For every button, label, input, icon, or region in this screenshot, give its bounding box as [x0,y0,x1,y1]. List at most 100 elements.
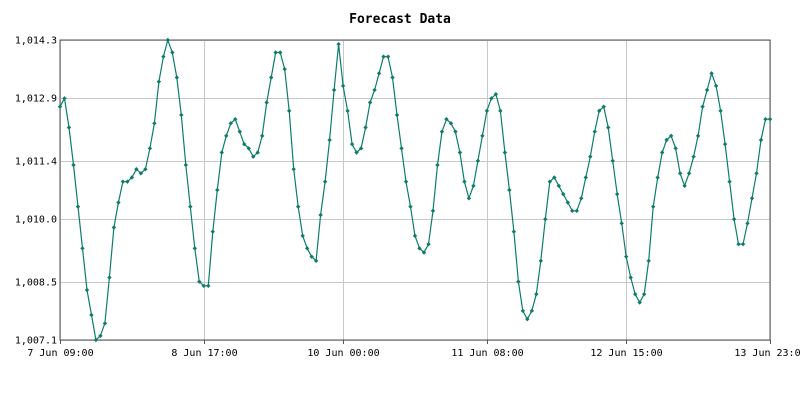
data-point [547,179,553,184]
data-point [664,137,669,143]
data-point [718,108,723,114]
data-point [138,171,144,176]
data-point [767,116,773,122]
data-point [156,79,162,84]
data-point [592,129,597,134]
data-point [399,146,404,151]
data-point [439,129,445,134]
data-point [188,204,193,209]
data-point [331,87,337,93]
data-point [597,108,602,114]
chart-title: Forecast Data [349,12,451,27]
data-point [381,54,386,59]
data-point [224,133,229,139]
data-point [80,246,85,251]
data-point [525,316,530,322]
data-point [62,96,67,101]
data-point [349,141,355,147]
data-point [480,133,485,139]
axes: 1,007.1 1,008.5 1,010.0 1,011.4 1,012.9 1,014… [15,36,800,360]
data-point [641,291,647,297]
data-point [147,146,153,151]
data-point [655,175,660,180]
data-point [57,104,63,109]
y-tick-label: 1,014.3 [15,36,57,47]
data-point [120,179,126,184]
data-point [606,125,611,130]
data-point [489,96,494,101]
data-point [255,150,260,155]
data-point [426,241,431,247]
data-point [206,283,211,289]
data-point [520,308,526,314]
data-point [98,333,103,339]
data-point [484,108,490,114]
data-point [686,171,692,176]
data-point [628,275,633,280]
data-point [237,129,242,134]
data-point [367,100,373,105]
data-point [588,154,593,159]
data-point [322,179,328,184]
data-point [358,146,364,151]
data-point [246,146,251,151]
data-point [695,133,701,139]
data-point [650,204,656,209]
series [57,37,773,343]
x-tick-label: 13 Jun 23:00 [734,348,800,359]
data-point [579,196,584,201]
data-point [277,50,283,55]
data-point [161,54,166,59]
data-point [740,241,746,247]
data-point [466,196,472,201]
data-point [610,158,615,164]
data-point [304,246,310,251]
data-point [111,225,117,230]
data-point [66,125,72,130]
data-point [336,41,341,47]
data-point [448,121,454,126]
data-point [727,179,732,184]
data-point [318,212,323,218]
x-tick-label: 12 Jun 15:00 [590,348,662,359]
data-point [286,108,292,114]
data-point [385,54,391,59]
data-point [354,150,359,155]
data-point [215,187,220,193]
data-point [412,233,418,239]
data-point [637,300,642,305]
data-point [408,204,413,209]
data-point [668,133,674,139]
data-point [125,179,130,184]
data-point [129,175,135,180]
series-line [59,37,770,342]
data-point [583,175,588,180]
data-point [493,91,499,97]
data-point [403,179,409,184]
data-point [313,258,319,264]
data-point [219,150,224,155]
data-point [242,141,247,147]
data-point [260,133,265,139]
data-point [264,100,269,105]
data-point [435,162,440,168]
data-point [673,146,678,151]
data-point [107,275,112,280]
data-point [749,196,755,201]
data-point [84,287,90,293]
x-tick-label: 7 Jun 09:00 [27,348,93,359]
data-point [615,191,620,197]
data-point [143,166,148,172]
data-point [556,183,561,189]
data-point [273,50,278,55]
data-point [444,116,449,122]
data-point [93,337,99,343]
x-tick-label: 11 Jun 08:00 [451,348,523,359]
data-point [574,208,579,214]
data-point [754,171,759,176]
data-point [475,158,481,164]
data-point [183,162,189,168]
data-point [516,279,521,284]
data-point [327,137,332,143]
data-point [758,137,764,143]
